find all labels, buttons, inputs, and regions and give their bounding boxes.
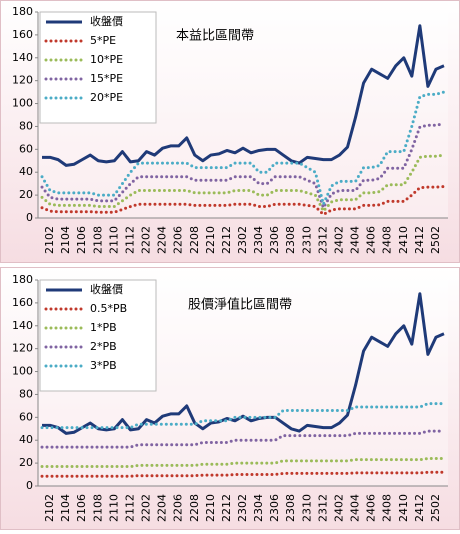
legend-box [39,11,157,124]
x-tick-label: 2210 [204,494,217,522]
x-tick-label: 2212 [220,494,233,522]
x-tick-label: 2502 [429,494,442,522]
x-tick-label: 2204 [156,494,169,522]
x-tick-label: 2310 [300,226,313,254]
y-tick-label: 100 [12,97,33,110]
y-tick-label: 180 [12,273,33,286]
y-tick-label: 80 [19,119,33,132]
series-line [42,292,445,435]
x-tick-label: 2206 [172,226,185,254]
x-tick-label: 2502 [429,226,442,254]
y-tick-label: 40 [19,433,33,446]
y-tick-label: 40 [19,165,33,178]
y-tick-label: 60 [19,410,33,423]
y-tick-label: 180 [12,5,33,18]
legend-label: 5*PE [90,34,116,47]
y-tick-label: 160 [12,296,33,309]
x-tick-label: 2112 [123,226,136,254]
x-tick-label: 2204 [156,226,169,254]
series-line [40,402,446,430]
y-tick-label: 140 [12,51,33,64]
x-tick-label: 2402 [332,494,345,522]
y-tick-label: 0 [26,211,33,224]
x-tick-label: 2406 [365,226,378,254]
y-tick-label: 60 [19,142,33,155]
x-tick-label: 2402 [332,226,345,254]
legend-label: 3*PB [90,359,117,372]
x-tick-label: 2302 [236,226,249,254]
x-tick-label: 2202 [140,494,153,522]
x-tick-label: 2410 [397,226,410,254]
x-tick-label: 2212 [220,226,233,254]
x-tick-label: 2112 [123,494,136,522]
x-tick-label: 2404 [349,494,362,522]
x-tick-label: 2312 [316,494,329,522]
x-tick-label: 2404 [349,226,362,254]
chart-title: 本益比區間帶 [176,29,254,44]
x-tick-label: 2108 [91,494,104,522]
chart-title: 股價淨值比區間帶 [188,297,292,313]
y-tick-label: 20 [19,456,33,469]
y-tick-label: 140 [12,319,33,332]
legend-label: 收盤價 [90,14,123,28]
legend-label: 1*PB [90,321,117,334]
legend-label: 20*PE [90,91,123,104]
x-tick-label: 2412 [413,226,426,254]
x-tick-label: 2310 [300,494,313,522]
series-line [40,122,446,210]
legend-box [39,279,157,392]
y-tick-label: 160 [12,28,33,41]
x-tick-label: 2110 [107,226,120,254]
y-tick-label: 0 [26,479,33,492]
x-tick-label: 2304 [252,226,265,254]
x-tick-label: 2102 [43,494,56,522]
x-tick-label: 2408 [381,494,394,522]
x-tick-label: 2104 [59,494,72,522]
legend-label: 10*PE [90,53,123,66]
series-line [40,90,446,206]
y-tick-label: 80 [19,387,33,400]
x-tick-label: 2406 [365,494,378,522]
legend-label: 0.5*PB [90,302,127,315]
x-tick-label: 2312 [316,226,329,254]
series-line [40,457,446,469]
x-tick-label: 2412 [413,494,426,522]
y-tick-label: 120 [12,342,33,355]
x-tick-label: 2304 [252,494,265,522]
x-tick-label: 2104 [59,226,72,254]
legend-label: 2*PB [90,340,117,353]
x-tick-label: 2308 [284,494,297,522]
x-tick-label: 2408 [381,226,394,254]
x-tick-label: 2410 [397,494,410,522]
x-tick-label: 2110 [107,494,120,522]
legend-label: 收盤價 [90,282,123,296]
x-tick-label: 2210 [204,226,217,254]
y-tick-label: 20 [19,188,33,201]
x-tick-label: 2202 [140,226,153,254]
series-line [40,470,446,478]
y-tick-label: 120 [12,74,33,87]
series-line [40,153,446,213]
x-tick-label: 2102 [43,226,56,254]
x-tick-label: 2208 [188,226,201,254]
legend-label: 15*PE [90,72,123,85]
x-tick-label: 2306 [268,494,281,522]
x-tick-label: 2106 [75,226,88,254]
x-tick-label: 2106 [75,494,88,522]
series-line [42,24,445,167]
x-tick-label: 2302 [236,494,249,522]
x-tick-label: 2108 [91,226,104,254]
x-tick-label: 2306 [268,226,281,254]
x-tick-label: 2206 [172,494,185,522]
x-tick-label: 2308 [284,226,297,254]
y-tick-label: 100 [12,365,33,378]
x-tick-label: 2208 [188,494,201,522]
